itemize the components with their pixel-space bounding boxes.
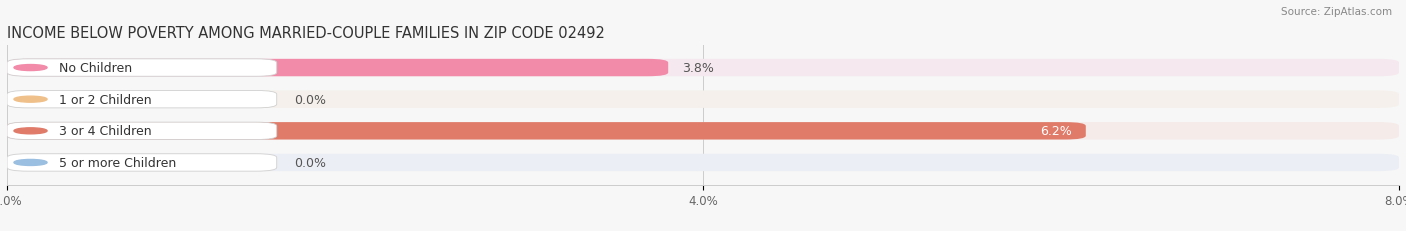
FancyBboxPatch shape [7,60,668,77]
FancyBboxPatch shape [7,154,1399,171]
Circle shape [14,160,46,166]
FancyBboxPatch shape [7,91,277,108]
FancyBboxPatch shape [7,60,277,77]
Text: 5 or more Children: 5 or more Children [59,156,177,169]
FancyBboxPatch shape [7,123,1399,140]
Text: 0.0%: 0.0% [294,156,326,169]
Circle shape [14,128,46,134]
Circle shape [14,65,46,71]
Text: 1 or 2 Children: 1 or 2 Children [59,93,152,106]
Text: 3.8%: 3.8% [682,62,714,75]
Text: Source: ZipAtlas.com: Source: ZipAtlas.com [1281,7,1392,17]
Text: 0.0%: 0.0% [294,93,326,106]
FancyBboxPatch shape [7,123,277,140]
FancyBboxPatch shape [7,154,277,171]
FancyBboxPatch shape [7,60,1399,77]
Text: 3 or 4 Children: 3 or 4 Children [59,125,152,138]
Text: No Children: No Children [59,62,132,75]
FancyBboxPatch shape [7,91,1399,108]
Text: INCOME BELOW POVERTY AMONG MARRIED-COUPLE FAMILIES IN ZIP CODE 02492: INCOME BELOW POVERTY AMONG MARRIED-COUPL… [7,26,605,41]
FancyBboxPatch shape [7,123,1085,140]
Text: 6.2%: 6.2% [1040,125,1071,138]
Circle shape [14,97,46,103]
